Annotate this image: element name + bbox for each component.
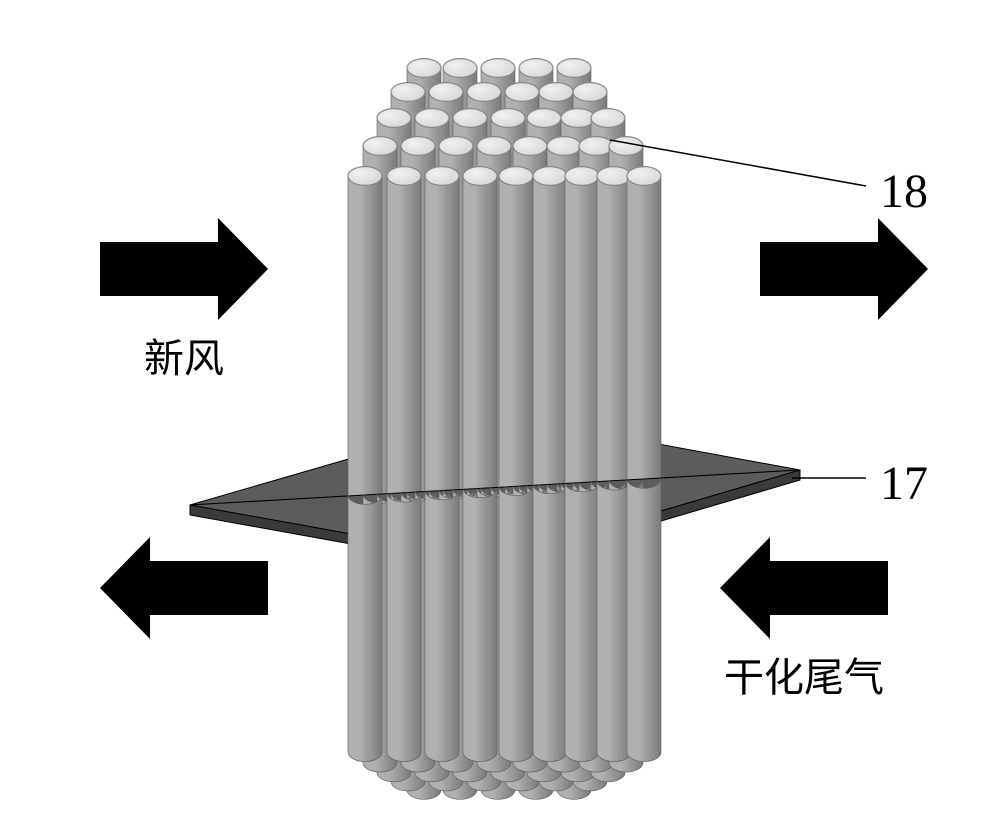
exhaust-out-arrow: [100, 537, 268, 645]
drying-exhaust-in-arrow: 干化尾气: [720, 537, 888, 703]
diagram-canvas: { "figure": { "width": 1000, "height": 8…: [0, 0, 1000, 836]
drying-exhaust-label: 干化尾气: [724, 645, 884, 703]
fresh-air-label: 新风: [144, 326, 224, 384]
fresh-air-out-arrow: [760, 218, 928, 326]
callout-17: 17: [880, 456, 928, 511]
callout-18: 18: [880, 164, 928, 219]
heat-exchanger-diagram: [0, 0, 1000, 836]
fresh-air-in-arrow: 新风: [100, 218, 268, 384]
